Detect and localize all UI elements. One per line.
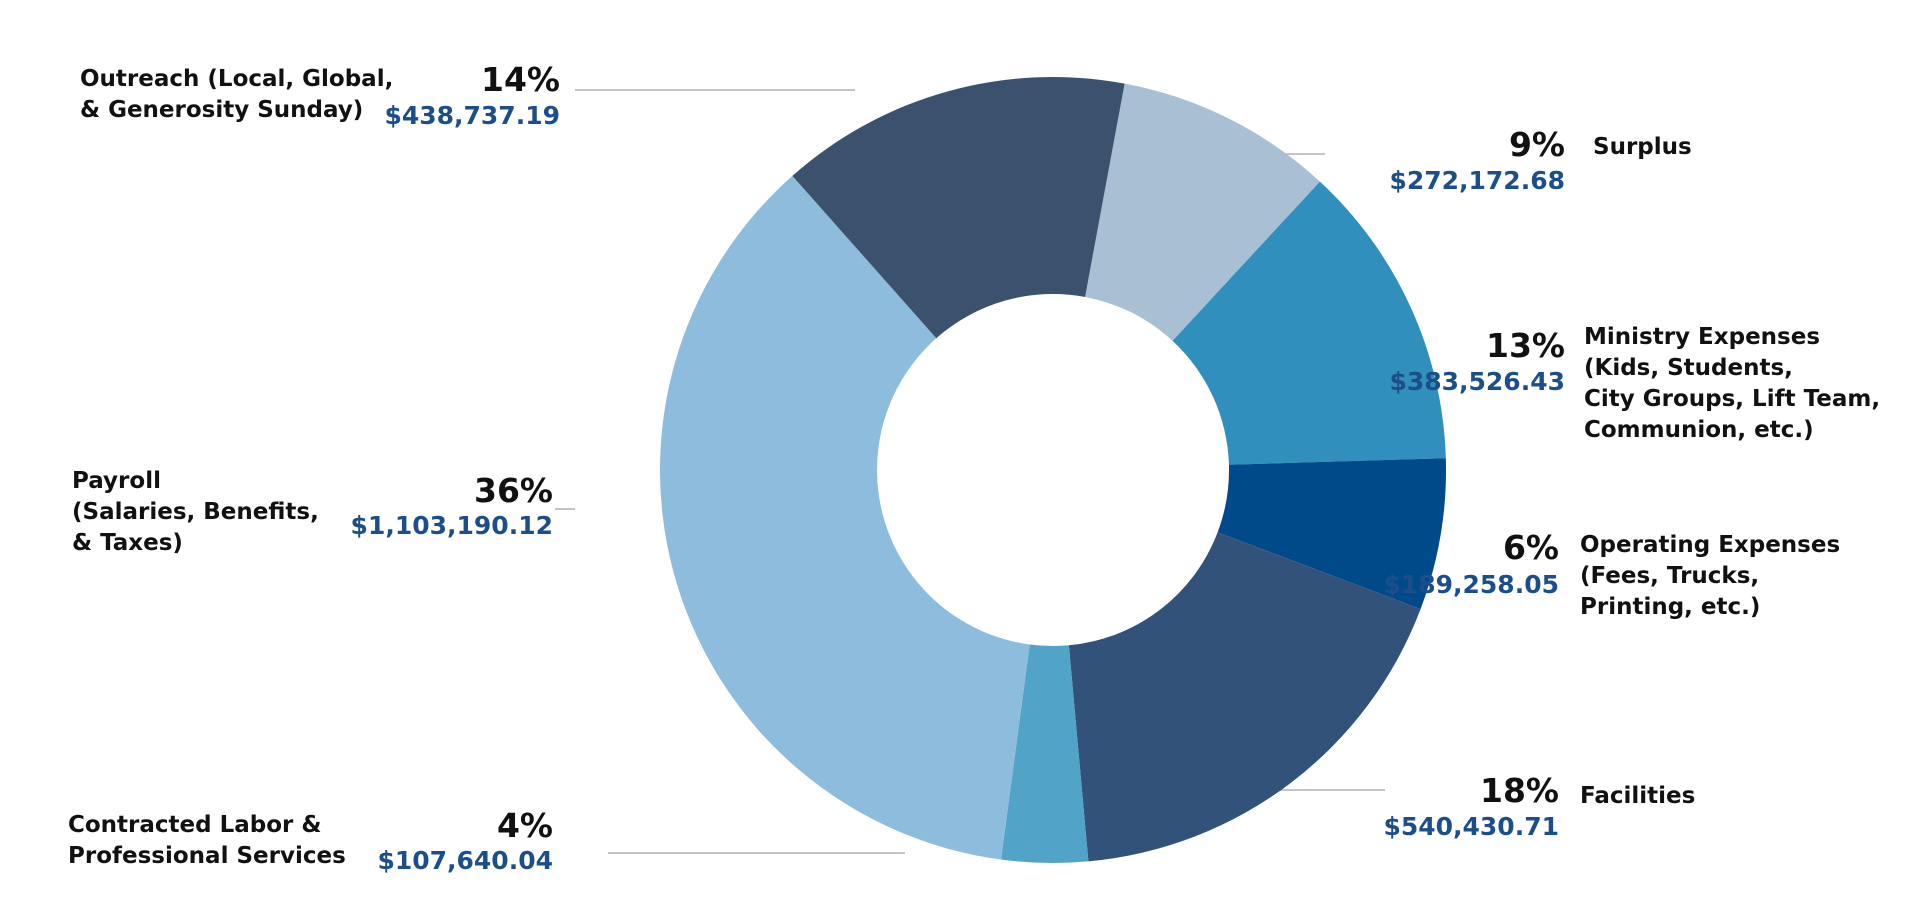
slice-payroll: [660, 175, 1030, 860]
payroll-amount: $1,103,190.12: [350, 511, 553, 540]
ministry-label-line-2: (Kids, Students,: [1584, 355, 1793, 381]
surplus-label: Surplus: [1593, 132, 1893, 163]
slice-operating: [1217, 458, 1446, 610]
payroll-label-line-2: (Salaries, Benefits,: [72, 499, 319, 525]
ministry-percent: 13%: [1486, 326, 1565, 365]
outreach-amount: $438,737.19: [384, 101, 560, 130]
contracted-label: Contracted Labor & Professional Services: [68, 810, 398, 872]
payroll-label-line-3: & Taxes): [72, 530, 183, 556]
operating-percent: 6%: [1502, 528, 1559, 567]
donut-slices: [660, 77, 1446, 863]
payroll-label: Payroll (Salaries, Benefits, & Taxes): [72, 466, 392, 559]
ministry-amount: $383,526.43: [1389, 367, 1565, 396]
outreach-percent: 14%: [481, 60, 560, 99]
operating-label-line-2: (Fees, Trucks,: [1580, 563, 1760, 589]
contracted-percent: 4%: [496, 806, 553, 845]
facilities-label: Facilities: [1580, 781, 1880, 812]
operating-label: Operating Expenses (Fees, Trucks, Printi…: [1580, 530, 1900, 623]
contracted-label-line-2: Professional Services: [68, 843, 346, 869]
facilities-amount: $540,430.71: [1383, 812, 1559, 841]
slice-outreach: [792, 77, 1125, 339]
surplus-percent: 9%: [1508, 125, 1565, 164]
facilities-percent: 18%: [1480, 771, 1559, 810]
operating-amount: $189,258.05: [1383, 570, 1559, 599]
slice-contracted: [1001, 644, 1089, 863]
outreach-label-line-2: & Generosity Sunday): [80, 97, 364, 123]
surplus-amount: $272,172.68: [1389, 166, 1565, 195]
contracted-label-line-1: Contracted Labor &: [68, 812, 322, 838]
slice-surplus: [1085, 83, 1320, 341]
payroll-percent: 36%: [474, 471, 553, 510]
slice-ministry: [1172, 181, 1446, 465]
surplus-label-line-1: Surplus: [1593, 134, 1692, 160]
outreach-label: Outreach (Local, Global, & Generosity Su…: [80, 64, 410, 126]
facilities-label-line-1: Facilities: [1580, 783, 1696, 809]
outreach-label-line-1: Outreach (Local, Global,: [80, 66, 394, 92]
operating-label-line-3: Printing, etc.): [1580, 594, 1761, 620]
payroll-label-line-1: Payroll: [72, 468, 161, 494]
slice-facilities: [1068, 532, 1421, 862]
ministry-label-line-1: Ministry Expenses: [1584, 324, 1821, 350]
ministry-label-line-3: City Groups, Lift Team,: [1584, 386, 1881, 412]
operating-label-line-1: Operating Expenses: [1580, 532, 1841, 558]
ministry-label-line-4: Communion, etc.): [1584, 417, 1814, 443]
contracted-amount: $107,640.04: [377, 846, 553, 875]
ministry-label: Ministry Expenses (Kids, Students, City …: [1584, 322, 1904, 446]
